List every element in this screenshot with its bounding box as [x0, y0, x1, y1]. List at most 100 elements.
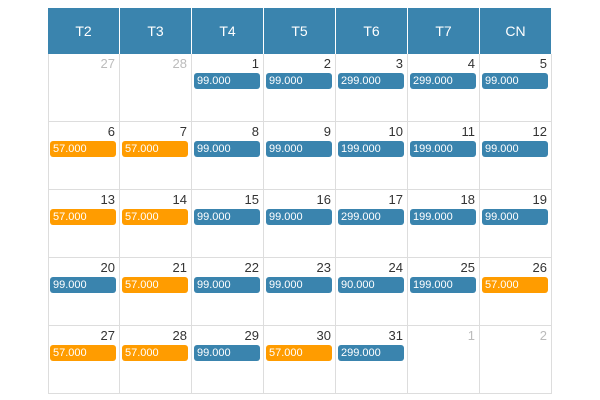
day-cell[interactable]: 28 57.000: [120, 326, 192, 394]
day-cell[interactable]: 21 57.000: [120, 258, 192, 326]
price-badge[interactable]: 299.000: [338, 345, 404, 361]
day-cell[interactable]: 27: [48, 54, 120, 122]
day-cell[interactable]: 27 57.000: [48, 326, 120, 394]
day-cell[interactable]: 12 99.000: [480, 122, 552, 190]
day-number: 23: [316, 260, 331, 275]
price-badge[interactable]: 57.000: [50, 141, 116, 157]
price-badge[interactable]: 57.000: [50, 345, 116, 361]
day-cell[interactable]: 1: [408, 326, 480, 394]
day-number: 31: [388, 328, 403, 343]
price-badge[interactable]: 99.000: [482, 141, 548, 157]
day-cell[interactable]: 18 199.000: [408, 190, 480, 258]
weekday-header: CN: [480, 8, 552, 54]
price-badge[interactable]: 99.000: [266, 73, 332, 89]
day-number: 8: [251, 124, 259, 139]
price-badge[interactable]: 199.000: [410, 141, 476, 157]
price-badge[interactable]: 99.000: [266, 141, 332, 157]
price-badge[interactable]: 57.000: [266, 345, 332, 361]
day-cell[interactable]: 13 57.000: [48, 190, 120, 258]
day-number: 12: [532, 124, 547, 139]
price-badge[interactable]: 99.000: [194, 277, 260, 293]
price-badge[interactable]: 199.000: [338, 141, 404, 157]
price-badge[interactable]: 199.000: [410, 277, 476, 293]
day-cell[interactable]: 11 199.000: [408, 122, 480, 190]
price-badge[interactable]: 57.000: [482, 277, 548, 293]
day-cell[interactable]: 31 299.000: [336, 326, 408, 394]
day-cell[interactable]: 24 90.000: [336, 258, 408, 326]
day-number: 2: [323, 56, 331, 71]
grid-left-border: [48, 54, 49, 394]
day-cell[interactable]: 9 99.000: [264, 122, 336, 190]
day-number: 14: [172, 192, 187, 207]
day-number: 27: [100, 328, 115, 343]
price-badge[interactable]: 99.000: [50, 277, 116, 293]
day-number: 18: [460, 192, 475, 207]
price-badge[interactable]: 299.000: [338, 73, 404, 89]
day-number: 19: [532, 192, 547, 207]
day-number: 3: [395, 56, 403, 71]
price-badge[interactable]: 99.000: [194, 141, 260, 157]
day-number: 1: [251, 56, 259, 71]
price-badge[interactable]: 99.000: [194, 73, 260, 89]
weekday-header: T4: [192, 8, 264, 54]
day-cell[interactable]: 1 99.000: [192, 54, 264, 122]
day-number: 1: [467, 328, 475, 343]
day-cell[interactable]: 2: [480, 326, 552, 394]
day-number: 13: [100, 192, 115, 207]
price-badge[interactable]: 99.000: [482, 209, 548, 225]
day-number: 16: [316, 192, 331, 207]
day-cell[interactable]: 20 99.000: [48, 258, 120, 326]
day-number: 28: [172, 328, 187, 343]
day-number: 25: [460, 260, 475, 275]
day-number: 11: [461, 124, 476, 139]
day-cell[interactable]: 26 57.000: [480, 258, 552, 326]
day-number: 28: [172, 56, 187, 71]
day-cell[interactable]: 6 57.000: [48, 122, 120, 190]
day-cell[interactable]: 17 299.000: [336, 190, 408, 258]
price-badge[interactable]: 99.000: [482, 73, 548, 89]
day-number: 26: [532, 260, 547, 275]
day-cell[interactable]: 8 99.000: [192, 122, 264, 190]
day-cell[interactable]: 28: [120, 54, 192, 122]
price-badge[interactable]: 90.000: [338, 277, 404, 293]
price-badge[interactable]: 57.000: [50, 209, 116, 225]
weekday-header: T2: [48, 8, 120, 54]
day-cell[interactable]: 4 299.000: [408, 54, 480, 122]
price-badge[interactable]: 299.000: [338, 209, 404, 225]
price-badge[interactable]: 299.000: [410, 73, 476, 89]
price-badge[interactable]: 99.000: [266, 277, 332, 293]
price-badge[interactable]: 99.000: [266, 209, 332, 225]
day-number: 6: [107, 124, 115, 139]
price-badge[interactable]: 199.000: [410, 209, 476, 225]
day-number: 20: [100, 260, 115, 275]
day-cell[interactable]: 19 99.000: [480, 190, 552, 258]
day-number: 15: [244, 192, 259, 207]
day-cell[interactable]: 25 199.000: [408, 258, 480, 326]
price-badge[interactable]: 99.000: [194, 345, 260, 361]
price-badge[interactable]: 57.000: [122, 141, 188, 157]
day-cell[interactable]: 3 299.000: [336, 54, 408, 122]
day-cell[interactable]: 5 99.000: [480, 54, 552, 122]
day-cell[interactable]: 22 99.000: [192, 258, 264, 326]
day-cell[interactable]: 23 99.000: [264, 258, 336, 326]
day-cell[interactable]: 15 99.000: [192, 190, 264, 258]
price-badge[interactable]: 57.000: [122, 277, 188, 293]
day-number: 21: [172, 260, 187, 275]
price-badge[interactable]: 99.000: [194, 209, 260, 225]
price-badge[interactable]: 57.000: [122, 345, 188, 361]
day-cell[interactable]: 2 99.000: [264, 54, 336, 122]
day-cell[interactable]: 14 57.000: [120, 190, 192, 258]
day-cell[interactable]: 29 99.000: [192, 326, 264, 394]
calendar: T2 T3 T4 T5 T6 T7 CN 27 28 1 99.000 2 99.000 3 299.000…: [48, 8, 552, 396]
day-cell[interactable]: 30 57.000: [264, 326, 336, 394]
day-number: 22: [244, 260, 259, 275]
price-badge[interactable]: 57.000: [122, 209, 188, 225]
day-number: 30: [316, 328, 331, 343]
day-number: 7: [179, 124, 187, 139]
weekday-header: T6: [336, 8, 408, 54]
day-cell[interactable]: 16 99.000: [264, 190, 336, 258]
day-number: 24: [388, 260, 403, 275]
day-cell[interactable]: 7 57.000: [120, 122, 192, 190]
day-cell[interactable]: 10 199.000: [336, 122, 408, 190]
